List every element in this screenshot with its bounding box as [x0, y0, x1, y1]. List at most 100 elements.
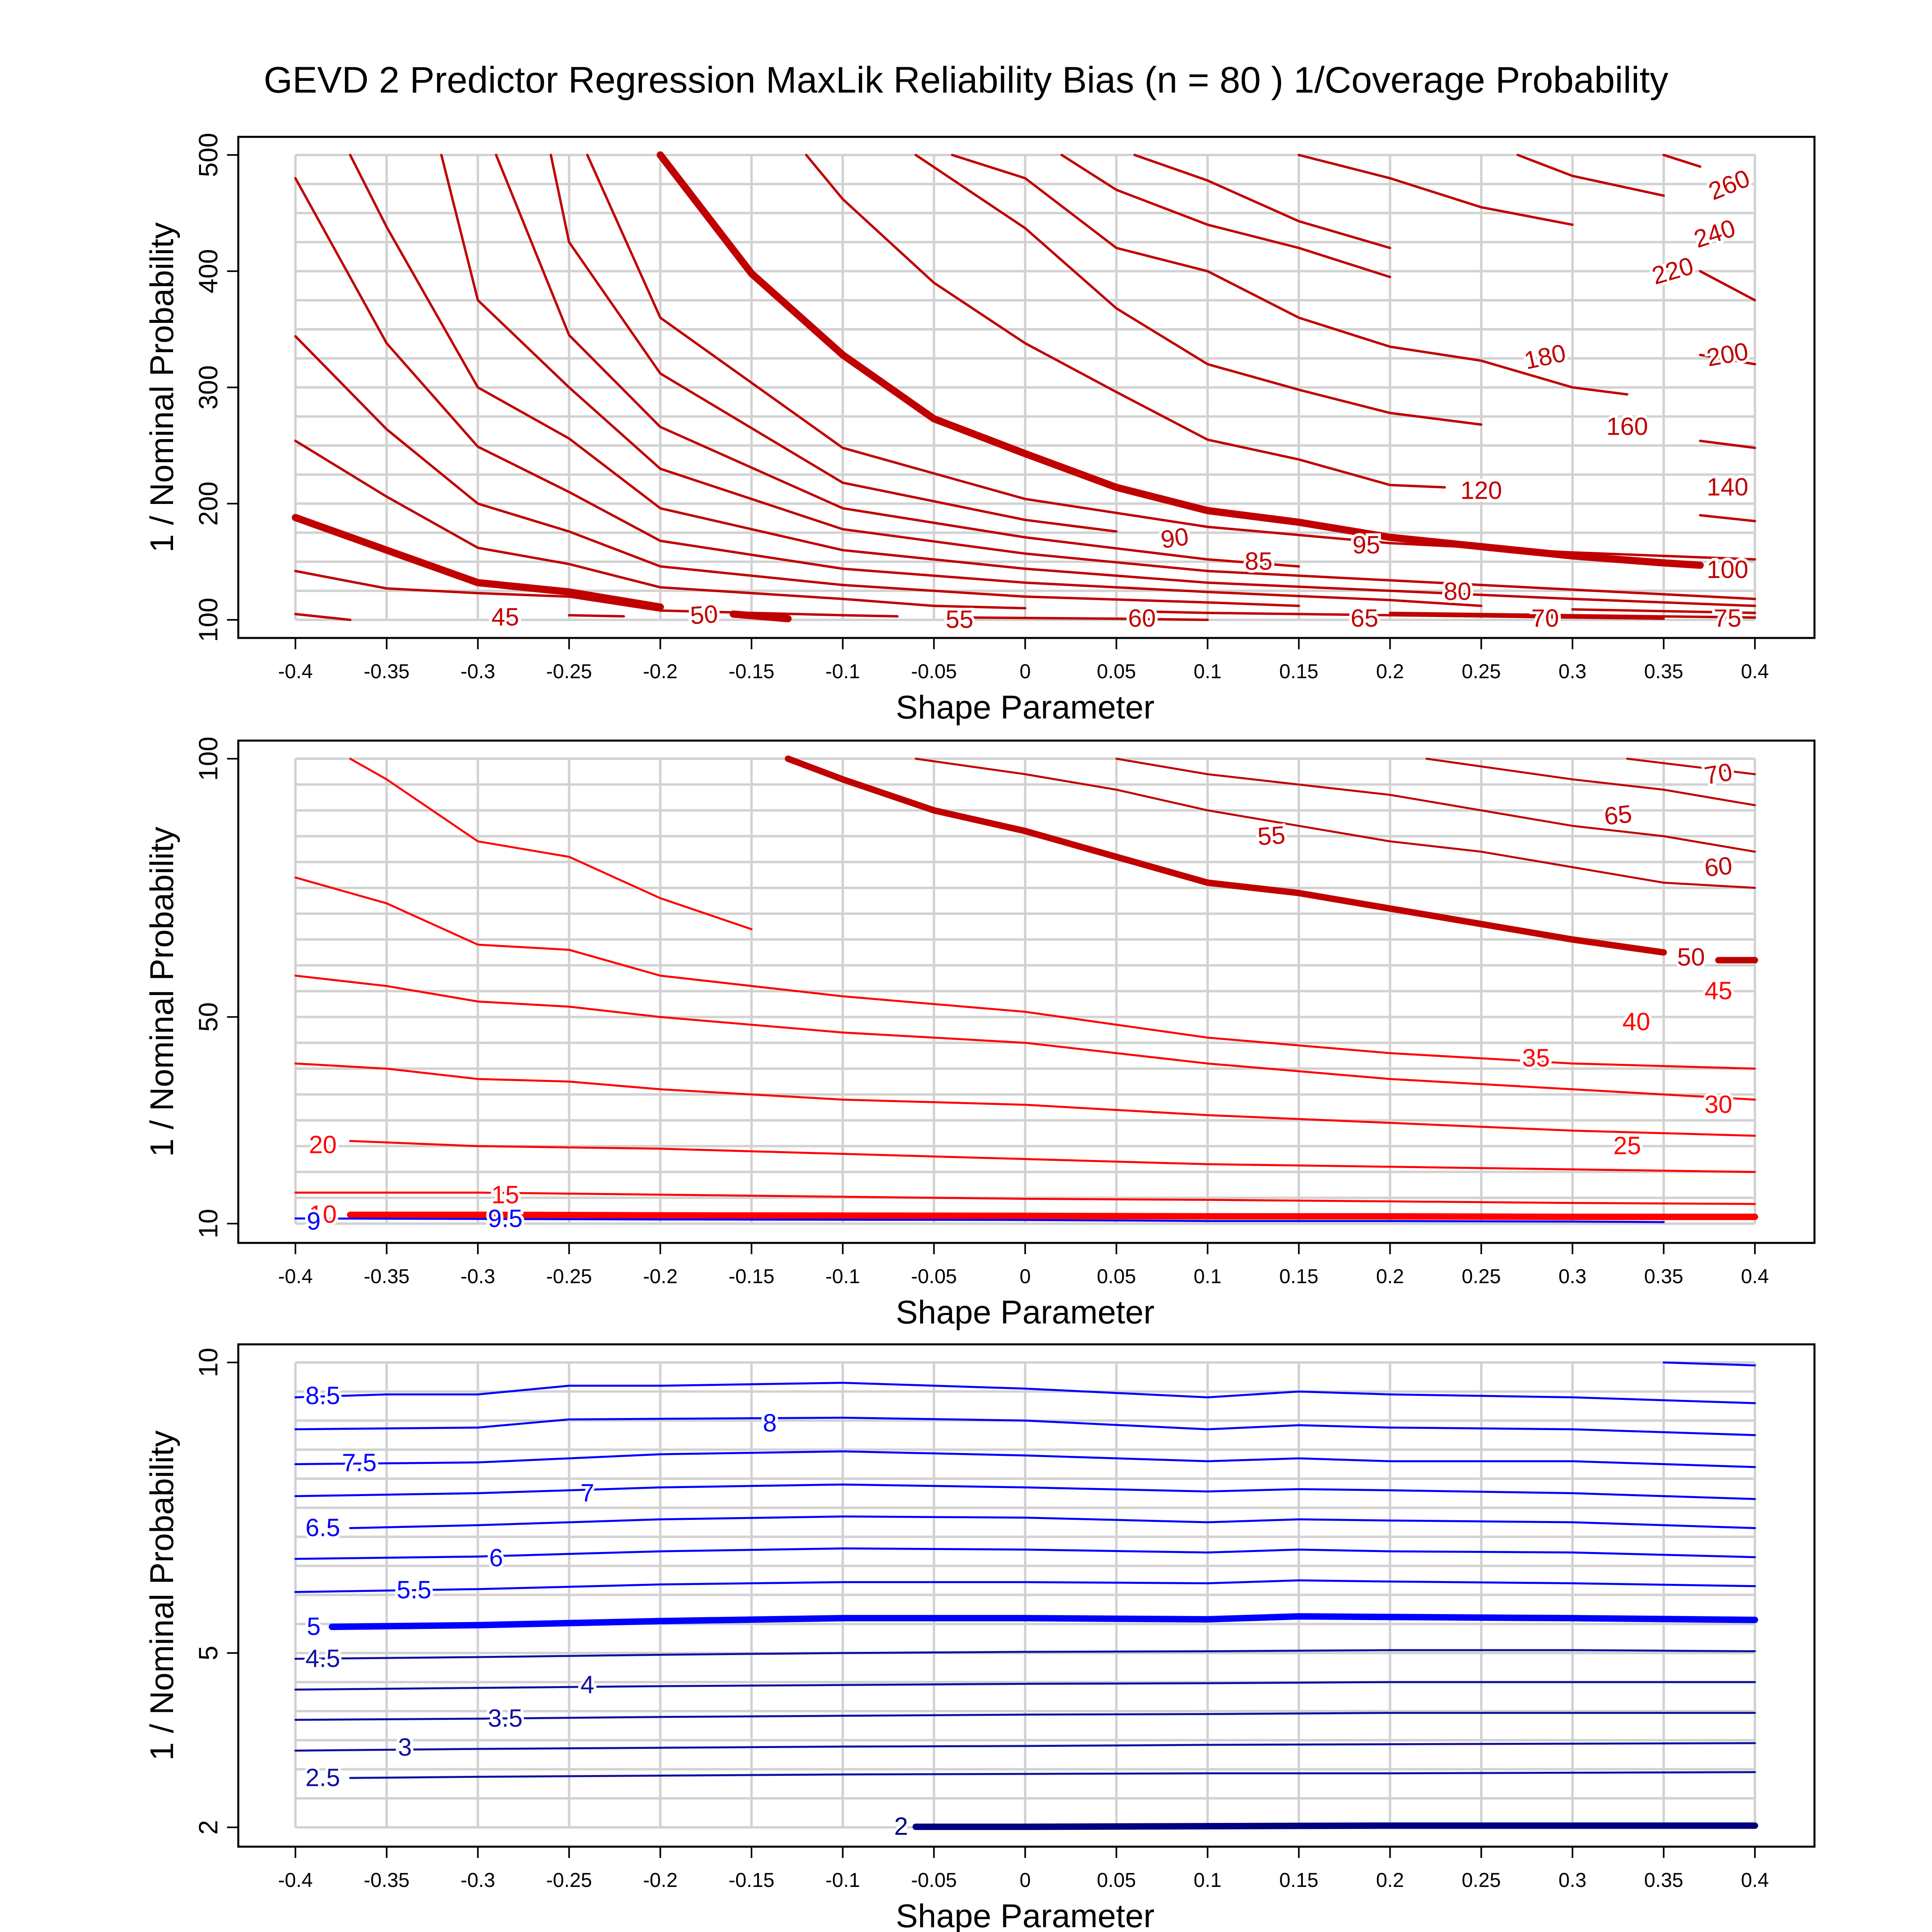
contour-line	[1699, 440, 1756, 449]
x-tick-label: 0	[1020, 1869, 1031, 1891]
contour-line	[440, 154, 1756, 600]
x-tick-label: 0.25	[1461, 1869, 1501, 1891]
contour-label: 15	[491, 1181, 519, 1209]
contour-label: 45	[491, 603, 519, 631]
x-tick-label: 0.05	[1097, 660, 1136, 683]
contour-line	[1626, 758, 1756, 775]
contour-label: 85	[1245, 548, 1273, 576]
contour-line	[294, 1382, 1756, 1404]
contour-line	[495, 154, 1300, 568]
y-tick-label: 100	[193, 598, 223, 642]
contour-line	[568, 614, 625, 618]
contour-label: 3	[398, 1734, 412, 1761]
y-tick-label: 5	[193, 1646, 223, 1661]
x-tick-label: -0.05	[911, 660, 957, 683]
contour-line	[294, 335, 1300, 607]
contour-label: 25	[1613, 1132, 1641, 1160]
contour-line	[347, 1212, 1758, 1220]
contour-line	[914, 154, 1483, 426]
y-tick-label: 400	[193, 249, 223, 293]
contour-line	[1699, 353, 1756, 365]
x-tick-label: 0.3	[1558, 1869, 1587, 1891]
contour-label: 5.5	[397, 1576, 431, 1604]
x-tick-label: 0.3	[1558, 1265, 1587, 1288]
x-tick-label: -0.1	[826, 1869, 860, 1891]
x-tick-label: 0.2	[1376, 1869, 1404, 1891]
y-tick-label: 50	[193, 1002, 223, 1032]
contour-line	[1060, 154, 1391, 279]
contour-line	[1297, 154, 1574, 226]
contour-line	[292, 514, 664, 611]
contour-label: 120	[1460, 477, 1502, 504]
x-tick-label: -0.25	[546, 1869, 592, 1891]
contour-line	[1516, 154, 1665, 197]
contour-line	[294, 177, 1483, 607]
contour-label: 2.5	[305, 1764, 340, 1792]
x-tick-label: -0.4	[278, 1265, 313, 1288]
x-tick-label: 0.15	[1279, 1869, 1318, 1891]
x-tick-label: 0.05	[1097, 1265, 1136, 1288]
x-tick-label: 0.05	[1097, 1869, 1136, 1891]
x-tick-label: 0.35	[1644, 1869, 1683, 1891]
contour-label: 4.5	[305, 1645, 340, 1672]
contour-label: 6.5	[305, 1514, 340, 1542]
panels: -0.4 -0.35 -0.3 -0.25 -0.2 -0.15 -0.1 -0.05 0 0.0…	[144, 133, 1816, 1932]
y-tick-label: 500	[193, 133, 223, 177]
contour-label: 55	[1257, 821, 1286, 851]
contour-line	[294, 1649, 1756, 1660]
contour-line	[294, 974, 1756, 1101]
x-axis-title: Shape Parameter	[896, 1294, 1155, 1331]
contour-line	[549, 154, 1118, 533]
contour-label: 8.5	[305, 1382, 340, 1410]
x-tick-label: -0.4	[278, 660, 313, 683]
contour-line	[1133, 154, 1391, 249]
y-tick-label: 10	[193, 1348, 223, 1377]
x-tick-label: -0.2	[643, 1265, 677, 1288]
contour-line	[294, 613, 351, 621]
contour-label: 65	[1603, 800, 1633, 831]
x-tick-label: -0.25	[546, 1265, 592, 1288]
y-tick-label: 100	[193, 737, 223, 781]
contour-line	[349, 1771, 1756, 1779]
contour-group	[294, 755, 1758, 1223]
x-tick-label: 0.25	[1461, 1265, 1501, 1288]
x-tick-label: 0.2	[1376, 1265, 1404, 1288]
contour-label: 9	[307, 1208, 320, 1235]
x-tick-label: -0.1	[826, 660, 860, 683]
contour-line	[349, 1515, 1756, 1529]
contour-line	[1662, 154, 1701, 168]
x-tick-label: -0.3	[460, 1869, 495, 1891]
x-tick-label: -0.1	[826, 1265, 860, 1288]
x-tick-label: -0.4	[278, 1869, 313, 1891]
chart-panel-3: -0.4 -0.35 -0.3 -0.25 -0.2 -0.15 -0.1 -0.05 0 0.0…	[144, 1343, 1816, 1932]
contour-line	[294, 570, 899, 618]
chart-panel-2: -0.4 -0.35 -0.3 -0.25 -0.2 -0.15 -0.1 -0.05 0 0.0…	[144, 737, 1816, 1331]
x-tick-label: -0.3	[460, 1265, 495, 1288]
x-tick-label: -0.2	[643, 660, 677, 683]
x-tick-label: 0.1	[1193, 1869, 1222, 1891]
contour-line	[1152, 610, 1665, 620]
x-axis-title: Shape Parameter	[896, 1898, 1155, 1932]
x-tick-label: 0	[1020, 1265, 1031, 1288]
contour-line	[294, 1712, 1756, 1721]
x-tick-label: -0.15	[729, 1869, 774, 1891]
contour-label: 95	[1352, 531, 1380, 559]
contour-line	[294, 1450, 1756, 1468]
contour-line	[294, 1681, 1756, 1691]
contour-label: 60	[1703, 852, 1734, 882]
x-tick-label: -0.05	[911, 1869, 957, 1891]
y-axis-title: 1 / Nominal Probability	[144, 827, 180, 1157]
contour-line	[294, 1217, 1665, 1223]
x-tick-label: -0.35	[364, 1869, 410, 1891]
contour-label: 45	[1705, 977, 1732, 1005]
contour-label: 9.5	[488, 1205, 522, 1232]
contour-label: 80	[1444, 578, 1472, 606]
contour-label: 90	[1159, 522, 1191, 554]
contour-group	[292, 151, 1756, 623]
contour-line	[805, 154, 1446, 489]
x-tick-label: 0.2	[1376, 660, 1404, 683]
contour-line	[1699, 270, 1756, 301]
contour-label: 75	[1714, 605, 1742, 632]
contour-label: 180	[1522, 339, 1569, 375]
